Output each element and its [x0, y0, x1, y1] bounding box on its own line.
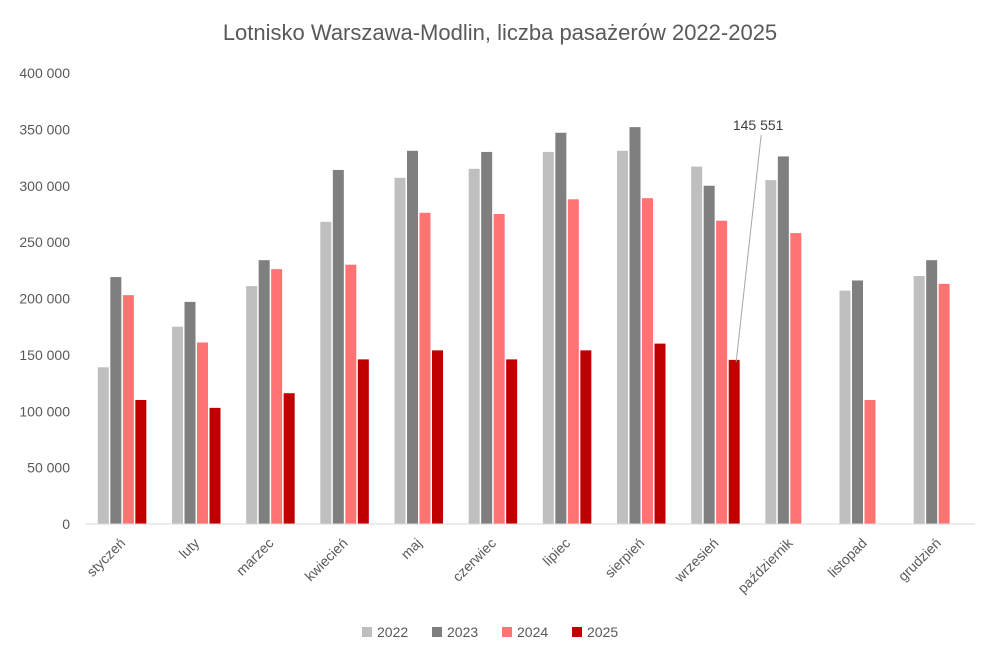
- bar-2024-6: [567, 199, 579, 524]
- bar-2024-8: [716, 220, 728, 524]
- bar-2022-9: [765, 180, 777, 525]
- bar-2023-11: [926, 260, 938, 524]
- legend-label-2023: 2023: [447, 624, 478, 640]
- bar-2022-7: [617, 150, 628, 525]
- bar-2024-9: [790, 233, 802, 525]
- chart-title: Lotnisko Warszawa-Modlin, liczba pasażer…: [223, 20, 777, 45]
- bar-2025-1: [209, 407, 221, 524]
- bar-2023-6: [555, 132, 567, 524]
- bar-2025-2: [283, 393, 295, 524]
- x-tick-label: kwiecień: [301, 535, 350, 584]
- bar-2025-6: [580, 350, 592, 524]
- y-tick-label: 250 000: [19, 234, 70, 250]
- bar-2025-7: [654, 343, 666, 524]
- bar-2022-4: [394, 177, 406, 525]
- bar-2023-9: [777, 156, 789, 524]
- bar-2023-0: [110, 277, 122, 524]
- y-tick-label: 350 000: [19, 121, 70, 137]
- bar-2023-2: [258, 260, 270, 524]
- bar-2022-6: [542, 151, 554, 525]
- y-axis: 0 50 000 100 000 150 000 200 000 250 000 300 0…: [19, 65, 70, 532]
- x-tick-label: grudzień: [895, 535, 944, 584]
- x-tick-label: lipiec: [539, 535, 573, 569]
- bar-2025-0: [135, 399, 147, 524]
- bar-2025-5: [506, 359, 518, 524]
- bar-2022-0: [97, 367, 109, 524]
- y-tick-label: 200 000: [19, 291, 70, 307]
- legend-label-2025: 2025: [587, 624, 618, 640]
- x-axis: styczeń luty marzec kwiecień maj czerwiec lipi…: [83, 534, 944, 596]
- legend-swatch-2025: [572, 627, 582, 637]
- bar-2023-4: [407, 150, 418, 525]
- x-tick-label: marzec: [233, 535, 277, 579]
- bar-2022-10: [839, 290, 851, 524]
- x-tick-label: czerwiec: [449, 535, 499, 585]
- legend-swatch-2023: [432, 627, 442, 637]
- legend: 2022 2023 2024 2025: [362, 624, 618, 640]
- y-tick-label: 100 000: [19, 403, 70, 419]
- x-tick-label: maj: [398, 535, 425, 562]
- bar-2022-8: [691, 166, 703, 524]
- x-tick-label: wrzesień: [670, 535, 721, 586]
- legend-swatch-2024: [502, 627, 512, 637]
- y-tick-label: 0: [62, 516, 70, 532]
- bar-2023-10: [852, 280, 863, 524]
- bar-2024-7: [642, 198, 653, 524]
- legend-label-2022: 2022: [377, 624, 408, 640]
- y-tick-label: 400 000: [19, 65, 70, 81]
- annotations: 145 551: [733, 117, 784, 362]
- x-tick-label: listopad: [824, 535, 869, 580]
- bar-2024-2: [271, 269, 283, 524]
- bar-2024-3: [345, 264, 357, 524]
- bar-2025-3: [357, 359, 369, 524]
- bars: [97, 127, 950, 525]
- bar-2022-5: [468, 168, 480, 524]
- bar-2022-2: [246, 286, 258, 524]
- x-tick-label: sierpień: [601, 535, 647, 581]
- x-tick-label: luty: [176, 535, 203, 562]
- bar-2024-0: [122, 295, 134, 524]
- y-tick-label: 150 000: [19, 347, 70, 363]
- y-tick-label: 300 000: [19, 178, 70, 194]
- bar-2022-3: [320, 221, 332, 524]
- bar-2024-5: [493, 213, 505, 524]
- legend-label-2024: 2024: [517, 624, 548, 640]
- bar-2024-4: [419, 212, 431, 524]
- bar-2024-1: [197, 342, 208, 524]
- annotation-leader-line: [735, 135, 762, 362]
- bar-2023-5: [481, 151, 493, 525]
- bar-2023-7: [629, 127, 641, 525]
- bar-2023-1: [184, 301, 196, 524]
- bar-2025-4: [432, 350, 443, 524]
- bar-2022-1: [172, 326, 183, 524]
- annotation-label: 145 551: [733, 117, 784, 133]
- bar-2025-8: [728, 359, 740, 524]
- bar-2024-10: [864, 399, 876, 524]
- bar-2024-11: [938, 283, 950, 524]
- legend-swatch-2022: [362, 627, 372, 637]
- bar-2022-11: [913, 275, 925, 524]
- y-tick-label: 50 000: [27, 460, 70, 476]
- x-tick-label: październik: [734, 534, 796, 596]
- bar-2023-8: [703, 185, 715, 524]
- x-tick-label: styczeń: [83, 535, 128, 580]
- bar-2023-3: [332, 169, 344, 524]
